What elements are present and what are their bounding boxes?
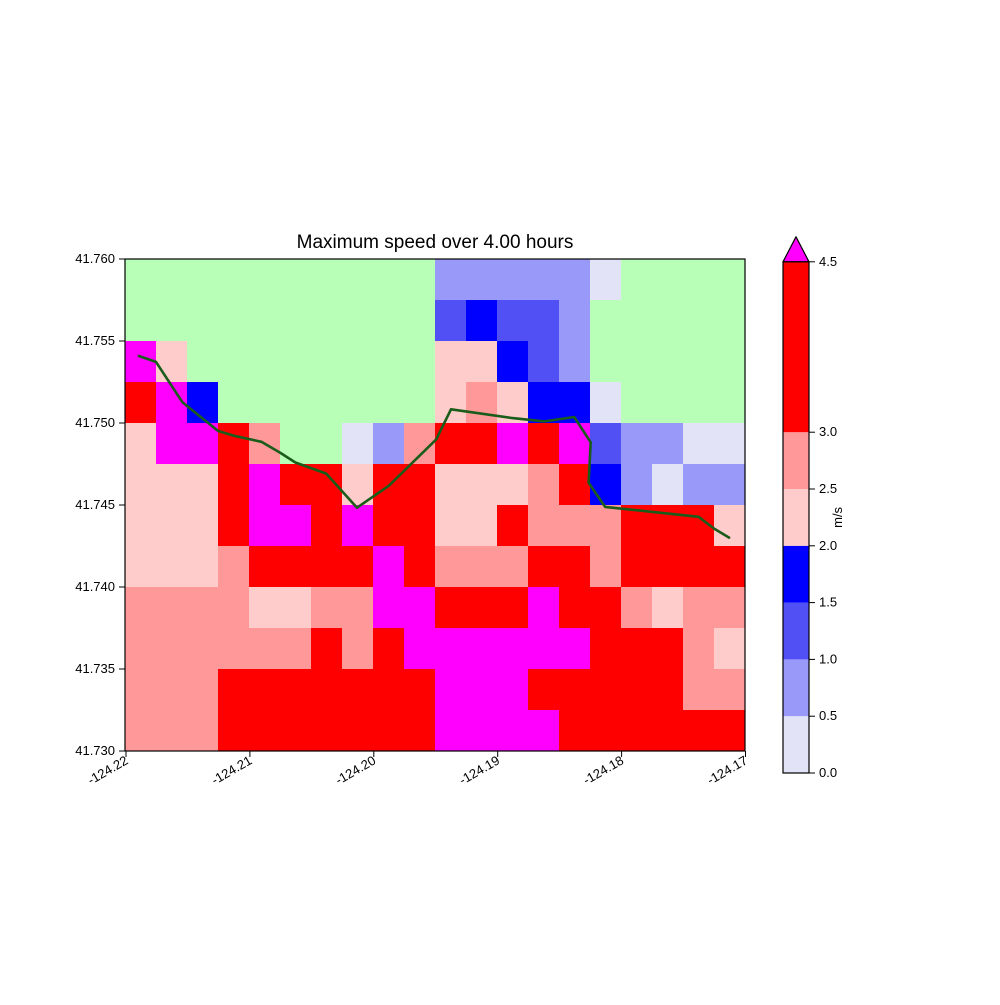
svg-text:-124.21: -124.21 [209, 753, 255, 788]
svg-text:41.730: 41.730 [75, 743, 115, 758]
svg-text:41.745: 41.745 [75, 497, 115, 512]
svg-text:3.0: 3.0 [819, 424, 837, 439]
svg-text:2.5: 2.5 [819, 481, 837, 496]
svg-text:1.0: 1.0 [819, 651, 837, 666]
svg-text:41.735: 41.735 [75, 661, 115, 676]
svg-text:41.755: 41.755 [75, 333, 115, 348]
svg-text:41.740: 41.740 [75, 579, 115, 594]
svg-text:41.750: 41.750 [75, 415, 115, 430]
svg-text:-124.20: -124.20 [333, 753, 379, 788]
svg-text:-124.18: -124.18 [580, 753, 626, 788]
svg-text:-124.17: -124.17 [704, 753, 750, 788]
svg-text:-124.19: -124.19 [457, 753, 503, 788]
svg-text:0.5: 0.5 [819, 708, 837, 723]
svg-text:Maximum speed over 4.00 hours: Maximum speed over 4.00 hours [297, 232, 574, 253]
svg-text:2.0: 2.0 [819, 538, 837, 553]
svg-text:0.0: 0.0 [819, 765, 837, 780]
svg-text:m/s: m/s [830, 506, 845, 527]
svg-text:4.5: 4.5 [819, 254, 837, 269]
svg-text:1.5: 1.5 [819, 595, 837, 610]
svg-text:41.760: 41.760 [75, 251, 115, 266]
